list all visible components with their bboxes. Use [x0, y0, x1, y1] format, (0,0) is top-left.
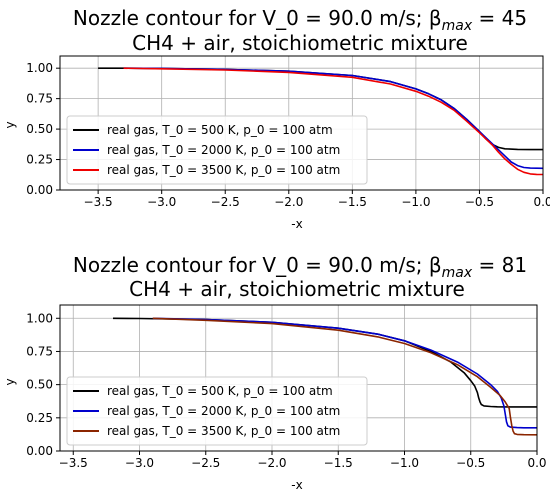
- chart-top-y-tick-label: 1.00: [26, 61, 53, 75]
- chart-top-axes-frame: [59, 55, 544, 191]
- chart-bottom-y-tick-label: 0.00: [26, 444, 53, 458]
- chart-bottom: Nozzle contour for V_0 = 90.0 m/s; βmax …: [3, 253, 547, 492]
- chart-top-y-tick-label: 0.00: [26, 183, 53, 197]
- chart-bottom-x-tick-label: −1.0: [390, 456, 419, 470]
- chart-top-x-tick-label: −1.0: [401, 195, 430, 209]
- chart-bottom-x-tick-label: 0.0: [527, 456, 546, 470]
- chart-bottom-x-tick-label: −3.5: [59, 456, 88, 470]
- chart-top-legend-box: [66, 115, 368, 185]
- chart-top-y-tick-label: 0.50: [26, 122, 53, 136]
- chart-bottom-y-tick-label: 0.75: [26, 344, 53, 358]
- chart-bottom-y-axis-label: y: [3, 378, 17, 385]
- chart-top-x-tick-label: −0.5: [465, 195, 494, 209]
- chart-top-title: Nozzle contour for V_0 = 90.0 m/s; βmax …: [73, 6, 527, 34]
- chart-top-x-tick-label: −2.5: [211, 195, 240, 209]
- chart-bottom-x-tick-label: −0.5: [456, 456, 485, 470]
- chart-bottom-y-tick-label: 1.00: [26, 311, 53, 325]
- chart-bottom-y-tick-label: 0.50: [26, 378, 53, 392]
- chart-top-x-tick-label: −2.0: [274, 195, 303, 209]
- chart-bottom-legend-box: [66, 376, 368, 446]
- chart-top-x-axis-label: -x: [291, 217, 302, 231]
- chart-top-y-axis-label: y: [3, 121, 17, 128]
- chart-top-x-tick-label: −1.5: [338, 195, 367, 209]
- chart-top-x-tick-label: 0.0: [533, 195, 550, 209]
- chart-bottom-x-tick-label: −3.0: [125, 456, 154, 470]
- chart-bottom-axes-frame: [59, 304, 538, 452]
- chart-bottom-y-tick-label: 0.25: [26, 411, 53, 425]
- chart-top-y-tick-label: 0.75: [26, 92, 53, 106]
- chart-bottom-subtitle: CH4 + air, stoichiometric mixture: [129, 277, 465, 301]
- chart-top-legend-label-3: real gas, T_0 = 3500 K, p_0 = 100 atm: [107, 163, 340, 177]
- chart-bottom-legend-label-3: real gas, T_0 = 3500 K, p_0 = 100 atm: [107, 424, 340, 438]
- chart-top-x-tick-label: −3.0: [147, 195, 176, 209]
- chart-top-series-line-3: [123, 67, 544, 176]
- chart-top-legend-label-2: real gas, T_0 = 2000 K, p_0 = 100 atm: [107, 143, 340, 157]
- chart-bottom-x-tick-label: −1.5: [324, 456, 353, 470]
- chart-bottom-legend-label-2: real gas, T_0 = 2000 K, p_0 = 100 atm: [107, 404, 340, 418]
- chart-top-x-tick-label: −3.5: [84, 195, 113, 209]
- chart-bottom-legend-label-1: real gas, T_0 = 500 K, p_0 = 100 atm: [107, 384, 333, 398]
- chart-top-legend-label-1: real gas, T_0 = 500 K, p_0 = 100 atm: [107, 123, 333, 137]
- chart-bottom-series-line-3: [152, 317, 538, 436]
- chart-top-series-line-2: [123, 67, 544, 170]
- chart-bottom-plot-area: −3.5 −3.0 −2.5 −2.0 −1.5 −1.0 −0.5 0.0 0.00 0.25 0…: [26, 304, 547, 470]
- chart-bottom-x-axis-label: -x: [291, 478, 302, 492]
- chart-bottom-x-tick-label: −2.0: [257, 456, 286, 470]
- chart-top-subtitle: CH4 + air, stoichiometric mixture: [132, 31, 468, 55]
- chart-bottom-series-line-2: [152, 317, 537, 429]
- chart-top: Nozzle contour for V_0 = 90.0 m/s; βmax …: [3, 6, 550, 231]
- chart-top-plot-area: −3.5 −3.0 −2.5 −2.0 −1.5 −1.0 −0.5 0.0 0.00 0.25 0…: [26, 55, 550, 209]
- chart-bottom-title: Nozzle contour for V_0 = 90.0 m/s; βmax …: [73, 253, 527, 281]
- chart-top-y-tick-label: 0.25: [26, 153, 53, 167]
- chart-bottom-x-tick-label: −2.5: [191, 456, 220, 470]
